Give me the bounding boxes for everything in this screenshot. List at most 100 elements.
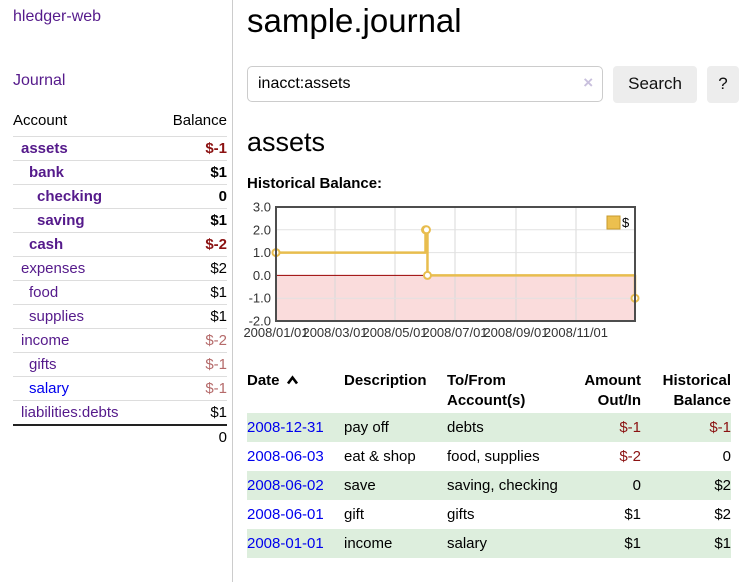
brand-link[interactable]: hledger-web xyxy=(13,8,102,25)
main-content: sample.journal × Search ? assets Histori… xyxy=(233,0,742,582)
transaction-description: income xyxy=(344,535,393,553)
transaction-accounts: food, supplies xyxy=(447,448,540,466)
transaction-balance: 0 xyxy=(722,448,731,466)
clear-search-icon[interactable]: × xyxy=(583,72,594,92)
account-link[interactable]: supplies xyxy=(29,308,85,325)
account-link[interactable]: cash xyxy=(29,236,64,253)
account-balance: $-2 xyxy=(163,232,227,257)
account-link[interactable]: income xyxy=(21,332,70,349)
account-balance: $1 xyxy=(163,304,227,329)
account-balance: $1 xyxy=(163,280,227,305)
account-link[interactable]: saving xyxy=(37,212,85,229)
account-link[interactable]: bank xyxy=(29,164,65,181)
account-row: cash $-2 xyxy=(13,232,227,257)
account-balance: $2 xyxy=(163,256,227,281)
account-heading: assets xyxy=(247,126,326,157)
transaction-amount: $1 xyxy=(624,506,641,524)
transaction-row: 2008-06-02 save saving, checking 0 $2 xyxy=(247,471,731,501)
accounts-header-row: Account Balance xyxy=(13,110,227,137)
transaction-amount: $-2 xyxy=(619,448,641,466)
account-row: assets $-1 xyxy=(13,136,227,161)
transaction-amount: $1 xyxy=(624,535,641,553)
svg-text:0.0: 0.0 xyxy=(253,268,271,283)
account-balance: $1 xyxy=(163,208,227,233)
transaction-balance: $-1 xyxy=(709,419,731,437)
accounts-table: Account Balance assets $-1 bank $1 checking 0… xyxy=(13,110,227,449)
account-link[interactable]: expenses xyxy=(21,260,86,277)
search-input[interactable] xyxy=(247,65,604,102)
historical-balance-label: Historical Balance: xyxy=(247,174,383,192)
svg-text:2008/07/01: 2008/07/01 xyxy=(422,325,487,340)
account-row: food $1 xyxy=(13,280,227,305)
account-balance: 0 xyxy=(163,184,227,209)
account-balance: $-1 xyxy=(163,376,227,401)
register-header-accounts: To/From Account(s) xyxy=(447,371,526,410)
balance-chart: $3.0 2.0 1.0 0.0 -1.0 -2.02008/01/012008/03/0… xyxy=(243,199,640,340)
account-row: gifts $-1 xyxy=(13,352,227,377)
account-row: checking 0 xyxy=(13,184,227,209)
accounts-header-balance: Balance xyxy=(172,112,227,129)
sort-ascending-icon xyxy=(286,375,298,385)
transaction-row: 2008-12-31 pay off debts $-1 $-1 xyxy=(247,413,731,443)
svg-text:2008/09/01: 2008/09/01 xyxy=(483,325,548,340)
account-balance: $1 xyxy=(163,400,227,425)
transaction-description: save xyxy=(344,477,376,495)
transaction-balance: $2 xyxy=(714,477,731,495)
account-balance: $-2 xyxy=(163,328,227,353)
svg-text:$: $ xyxy=(622,215,630,230)
account-row: saving $1 xyxy=(13,208,227,233)
account-row: supplies $1 xyxy=(13,304,227,329)
register-header-date[interactable]: Date xyxy=(247,369,344,414)
transaction-date-link[interactable]: 2008-01-01 xyxy=(247,535,324,553)
register-header-row: Date Description To/From Account(s) Amou… xyxy=(247,369,731,414)
transaction-date-link[interactable]: 2008-06-03 xyxy=(247,448,324,466)
svg-text:2008/05/01: 2008/05/01 xyxy=(362,325,427,340)
transaction-date-link[interactable]: 2008-06-02 xyxy=(247,477,324,495)
account-balance: $-1 xyxy=(163,352,227,377)
account-row: income $-2 xyxy=(13,328,227,353)
account-row: salary $-1 xyxy=(13,376,227,401)
transaction-row: 2008-01-01 income salary $1 $1 xyxy=(247,529,731,559)
svg-text:2008/11/01: 2008/11/01 xyxy=(544,325,608,340)
account-link[interactable]: assets xyxy=(21,140,68,157)
account-link[interactable]: liabilities:debts xyxy=(21,404,119,421)
transaction-description: gift xyxy=(344,506,365,524)
register-table: Date Description To/From Account(s) Amou… xyxy=(247,369,731,559)
account-row: expenses $2 xyxy=(13,256,227,281)
account-row: liabilities:debts $1 xyxy=(13,400,227,425)
transaction-date-link[interactable]: 2008-12-31 xyxy=(247,419,324,437)
transaction-accounts: debts xyxy=(447,419,484,437)
account-balance: $1 xyxy=(163,160,227,185)
transaction-row: 2008-06-01 gift gifts $1 $2 xyxy=(247,500,731,529)
account-link[interactable]: checking xyxy=(37,188,103,205)
accounts-total-row: 0 xyxy=(13,424,227,449)
account-link[interactable]: food xyxy=(29,284,59,301)
transaction-accounts: salary xyxy=(447,535,488,553)
transaction-amount: $-1 xyxy=(619,419,641,437)
register-body: 2008-12-31 pay off debts $-1 $-1 2008-06-03 ea… xyxy=(247,413,731,559)
transaction-amount: 0 xyxy=(632,477,641,495)
svg-text:-2.0: -2.0 xyxy=(249,313,271,328)
help-button[interactable]: ? xyxy=(707,65,739,103)
transaction-balance: $1 xyxy=(714,535,731,553)
transaction-accounts: saving, checking xyxy=(447,477,558,495)
svg-text:3.0: 3.0 xyxy=(253,199,271,214)
account-link[interactable]: gifts xyxy=(29,356,57,373)
transaction-description: pay off xyxy=(344,419,389,437)
account-link[interactable]: salary xyxy=(29,380,70,397)
svg-text:2008/01/01: 2008/01/01 xyxy=(243,325,308,340)
register-header-amount: Amount Out/In xyxy=(584,371,641,410)
accounts-header-account: Account xyxy=(13,112,68,129)
search-button[interactable]: Search xyxy=(613,65,697,103)
sidebar-item-journal[interactable]: Journal xyxy=(13,72,66,89)
accounts-total-balance: 0 xyxy=(163,424,227,449)
account-row: bank $1 xyxy=(13,160,227,185)
search-form: × Search ? xyxy=(247,65,739,103)
register-header-description: Description xyxy=(344,371,427,389)
transaction-balance: $2 xyxy=(714,506,731,524)
transaction-row: 2008-06-03 eat & shop food, supplies $-2 0 xyxy=(247,442,731,471)
svg-text:1.0: 1.0 xyxy=(253,245,271,260)
transaction-date-link[interactable]: 2008-06-01 xyxy=(247,506,324,524)
transaction-accounts: gifts xyxy=(447,506,475,524)
